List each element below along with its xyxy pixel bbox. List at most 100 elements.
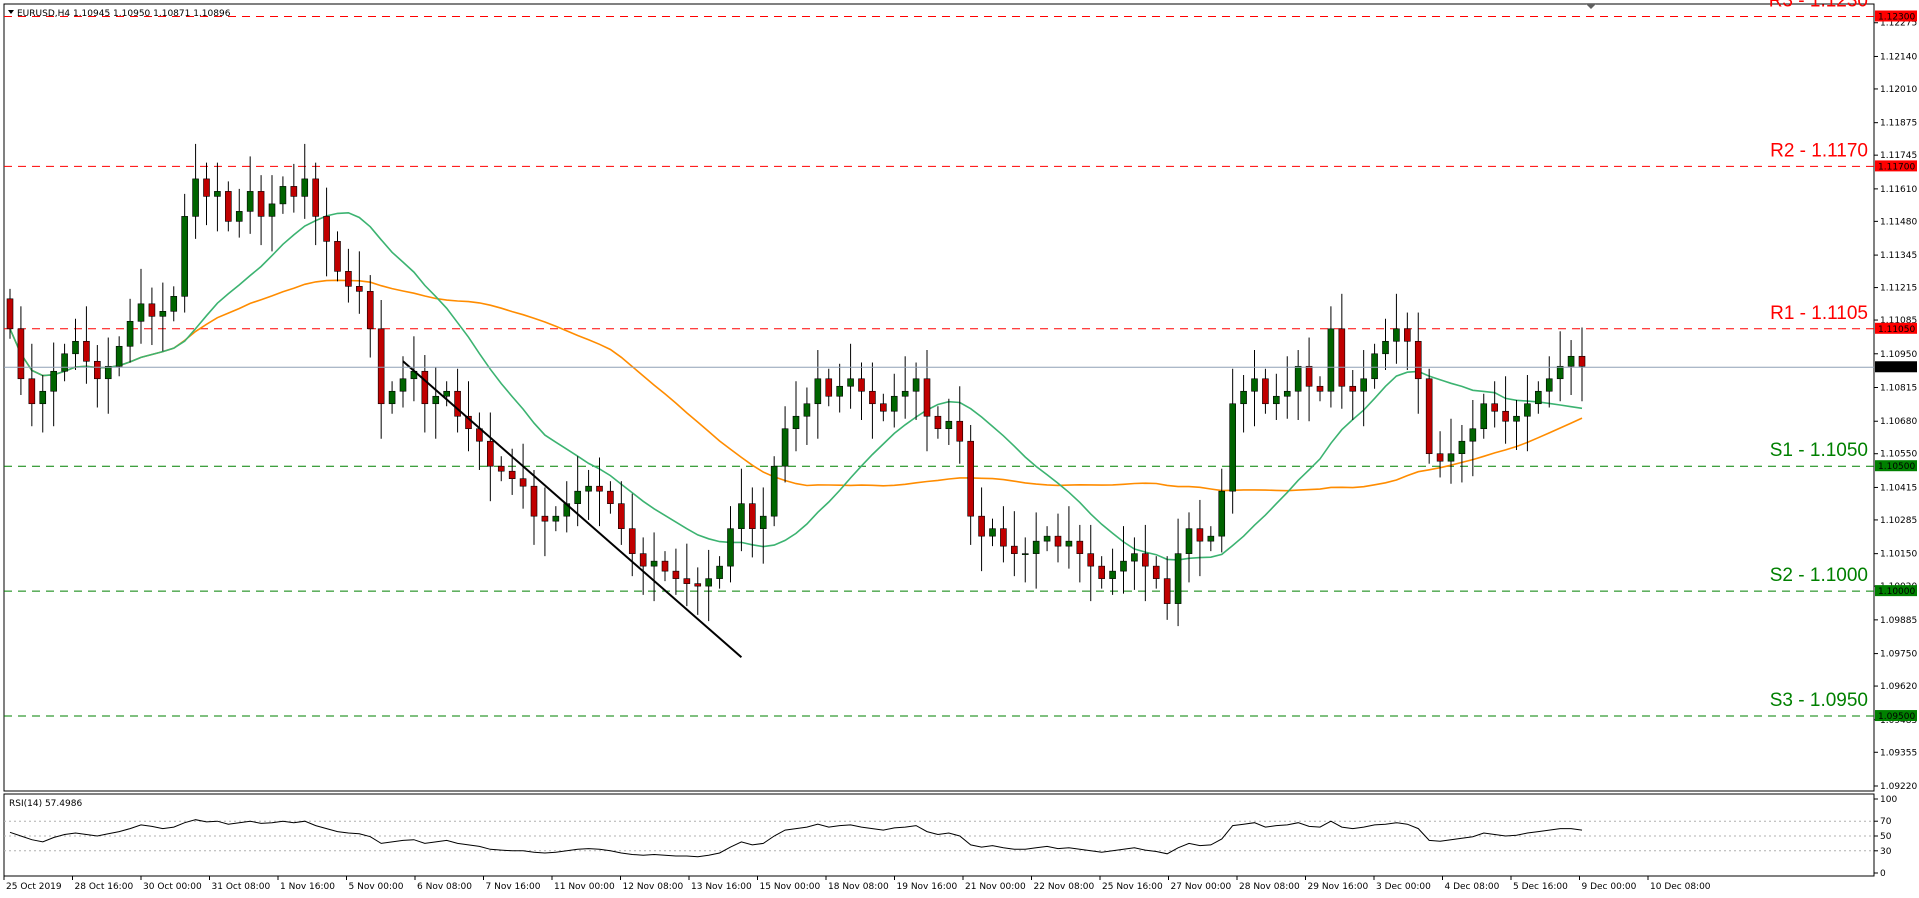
candle-body	[858, 378, 865, 392]
candle-body	[6, 298, 14, 330]
candle-body	[672, 570, 680, 579]
time-axis: 25 Oct 2019 28 Oct 16:00 30 Oct 00:00 31 Oc…	[3, 876, 1711, 892]
rsi-pane-frame	[3, 793, 1875, 877]
price-tick-label: 1.09355	[1880, 748, 1917, 758]
candle-body	[1131, 553, 1138, 562]
level-label: S3 - 1.0950	[1770, 690, 1868, 711]
candle-body	[694, 583, 702, 587]
time-tick-label: 9 Dec 00:00	[1582, 882, 1637, 892]
candle-body	[225, 191, 232, 222]
candle-body	[1174, 553, 1182, 604]
candle-body	[978, 515, 985, 537]
candle-body	[443, 390, 450, 397]
candle-body	[487, 440, 494, 467]
candle-body	[1524, 403, 1531, 417]
candle-body	[497, 465, 505, 472]
time-tick-label: 15 Nov 00:00	[760, 882, 821, 892]
candle-body	[530, 485, 538, 517]
price-tick-label: 1.11215	[1880, 284, 1917, 294]
candle-body	[901, 390, 909, 397]
candle-body	[1535, 390, 1542, 405]
collapse-triangle-icon[interactable]	[8, 10, 14, 14]
candle-body	[639, 553, 647, 567]
chart-header: EURUSD,H4 1.10945 1.10950 1.10871 1.1089…	[17, 9, 231, 19]
rsi-tick-label: 70	[1880, 817, 1892, 827]
candle-body	[1556, 365, 1564, 380]
time-tick-label: 28 Oct 16:00	[75, 882, 134, 892]
candle-body	[1360, 378, 1367, 392]
rsi-tick-label: 30	[1880, 847, 1892, 857]
candle-body	[192, 178, 199, 217]
candle-body	[716, 565, 723, 579]
price-tick-label: 1.11085	[1880, 316, 1917, 326]
candle-body	[1021, 553, 1029, 555]
candle-body	[989, 528, 996, 537]
level-price-tag-label: 1.11700	[1878, 162, 1915, 172]
price-tick-label: 1.11345	[1880, 251, 1917, 261]
candle-body	[1545, 378, 1553, 392]
rsi-line	[9, 819, 1583, 858]
candle-body	[585, 485, 592, 492]
price-tick-label: 1.10950	[1880, 350, 1917, 360]
time-tick-label: 1 Nov 16:00	[280, 882, 335, 892]
candle-body	[1447, 453, 1455, 462]
candle-body	[1393, 328, 1400, 342]
candle-body	[967, 440, 974, 517]
level-price-tag-label: 1.10500	[1878, 462, 1915, 472]
downtrend-line	[402, 360, 743, 658]
level-price-tag	[1875, 585, 1917, 597]
candle-body	[39, 390, 47, 405]
rsi-header: RSI(14) 57.4986	[9, 799, 82, 809]
price-tick-label: 1.10680	[1880, 417, 1917, 427]
candle-body	[115, 345, 123, 367]
candle-body	[1436, 453, 1444, 462]
rsi-indicator: 100 70 50 30 0	[4, 795, 1897, 879]
price-tick-label: 1.09620	[1880, 682, 1917, 692]
candle-body	[1109, 570, 1116, 579]
shift-marker-icon[interactable]	[1586, 4, 1596, 9]
level-price-tag-label: 1.12300	[1878, 12, 1915, 22]
candle-body	[72, 340, 79, 355]
candle-body	[683, 578, 691, 584]
rsi-tick-label: 0	[1880, 869, 1886, 879]
candle-body	[454, 390, 461, 417]
candle-body	[104, 365, 112, 380]
candle-body	[705, 578, 712, 587]
level-price-tag-label: 1.10000	[1878, 587, 1915, 597]
candle-body	[1578, 355, 1586, 367]
candle-body	[1338, 328, 1346, 387]
candle-body	[1043, 535, 1051, 542]
candle-body	[257, 191, 265, 217]
candle-body	[334, 241, 341, 272]
candle-body	[1480, 403, 1488, 430]
candle-body	[301, 178, 309, 197]
candle-body	[628, 528, 636, 554]
time-tick-label: 5 Dec 16:00	[1513, 882, 1568, 892]
price-tick-label: 1.10415	[1880, 483, 1917, 493]
candle-body	[727, 528, 734, 567]
candle-body	[1491, 403, 1498, 412]
candle-body	[312, 178, 319, 217]
candle-body	[934, 415, 942, 430]
candle-body	[28, 378, 36, 405]
candle-body	[399, 378, 407, 392]
candle-body	[836, 385, 843, 397]
candle-body	[1032, 540, 1040, 554]
candle-body	[345, 271, 352, 287]
candle-body	[17, 328, 25, 380]
candle-body	[1502, 410, 1509, 422]
candle-body	[738, 503, 745, 529]
price-tick-label: 1.10150	[1880, 550, 1917, 560]
candle-body	[1163, 578, 1171, 604]
candle-body	[956, 420, 964, 442]
time-tick-label: 4 Dec 08:00	[1445, 882, 1500, 892]
candle-body	[1207, 535, 1215, 542]
candle-body	[235, 211, 243, 222]
time-tick-label: 28 Nov 08:00	[1239, 882, 1300, 892]
candle-body	[1229, 403, 1236, 492]
price-tick-label: 1.12140	[1880, 52, 1917, 62]
time-tick-label: 30 Oct 00:00	[143, 882, 202, 892]
candle-body	[181, 216, 188, 297]
rsi-tick-label: 50	[1880, 832, 1892, 842]
candle-body	[1142, 553, 1149, 567]
